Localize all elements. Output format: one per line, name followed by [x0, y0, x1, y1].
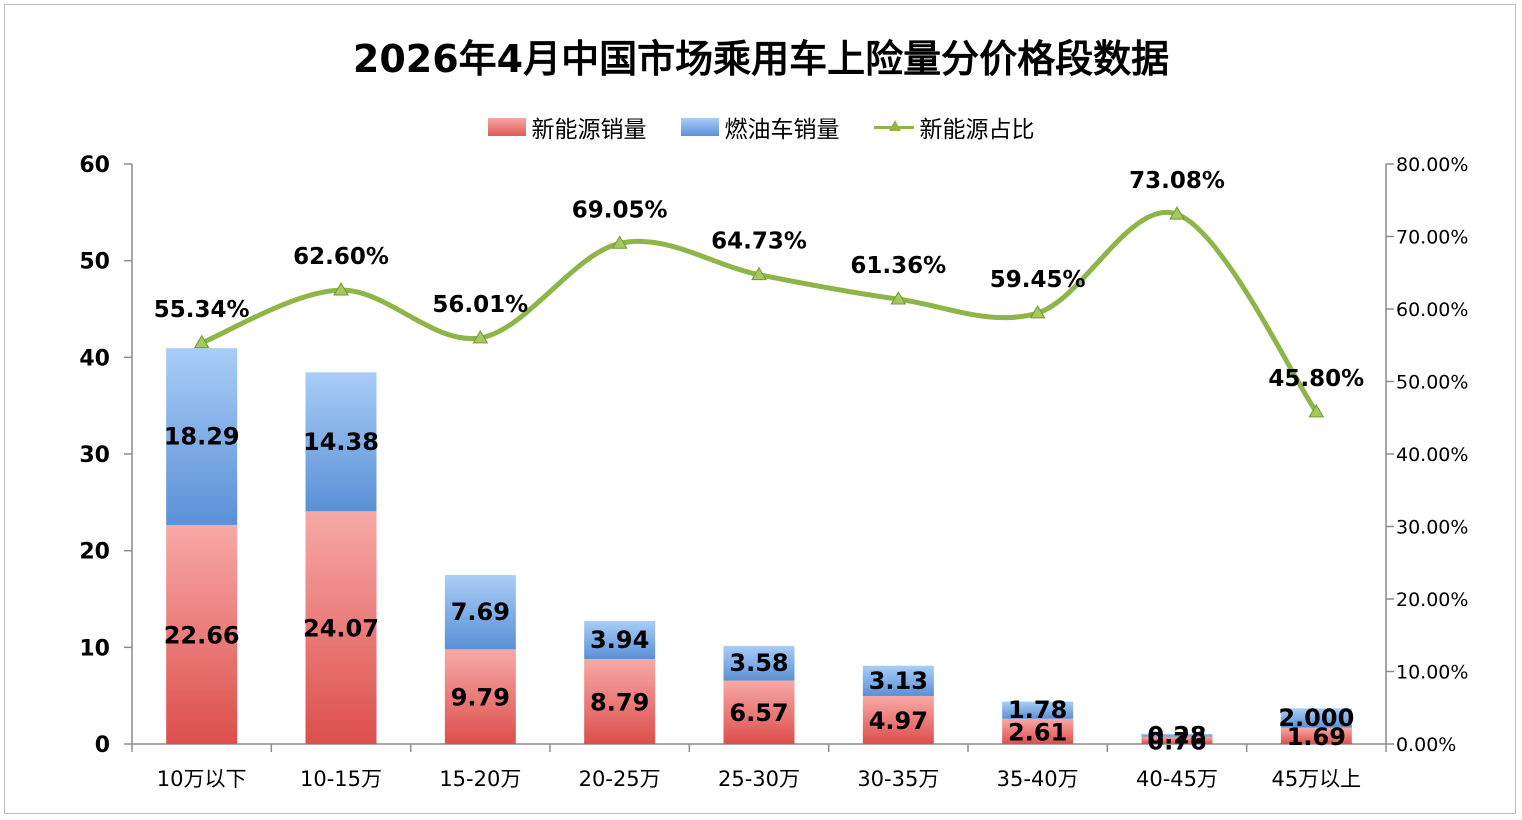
bar-label-ice: 7.69 — [451, 598, 510, 626]
share-marker — [193, 334, 210, 349]
bar-ice — [1002, 701, 1074, 719]
legend-swatch-ice — [680, 118, 719, 136]
bar-label-nev: 4.97 — [869, 707, 928, 735]
bar-label-nev: 2.61 — [1008, 718, 1067, 746]
share-label: 56.01% — [432, 292, 528, 318]
y-tick-label-right: 40.00% — [1396, 444, 1468, 466]
share-label: 61.36% — [850, 253, 946, 279]
share-marker — [1029, 305, 1046, 319]
share-label: 69.05% — [572, 197, 668, 223]
x-tick-label: 20-25万 — [579, 767, 661, 791]
bar-label-nev: 9.79 — [451, 684, 510, 712]
y-tick-label-right: 70.00% — [1396, 227, 1468, 249]
bar-label-ice: 3.58 — [729, 649, 788, 677]
bar-nev — [1141, 736, 1213, 744]
bar-ice — [584, 620, 656, 660]
bar-nev — [305, 511, 377, 744]
legend-swatch-share — [873, 118, 914, 136]
share-line — [200, 209, 1319, 414]
bar-ice — [862, 665, 934, 696]
y-tick-label-right: 80.00% — [1396, 154, 1468, 176]
bar-nev — [862, 695, 934, 744]
x-tick-label: 35-40万 — [997, 767, 1079, 791]
bar-nev — [166, 524, 238, 744]
legend-item-nev: 新能源销量 — [487, 110, 647, 144]
bar-label-nev: 22.66 — [164, 621, 240, 649]
y-tick-label-left: 10 — [79, 636, 110, 661]
share-marker — [333, 282, 349, 296]
bar-label-ice: 14.38 — [303, 428, 379, 456]
chart-title: 2026年4月中国市场乘用车上险量分价格段数据 — [352, 37, 1170, 81]
legend-label-share: 新能源占比 — [919, 117, 1035, 143]
legend-swatch-nev — [487, 118, 526, 136]
share-marker — [472, 329, 489, 344]
bar-nev — [444, 649, 516, 744]
x-tick-label: 15-20万 — [439, 767, 521, 791]
bar-label-nev: 0.76 — [1147, 727, 1206, 755]
bar-label-nev: 1.69 — [1287, 723, 1346, 751]
y-tick-label-right: 30.00% — [1396, 517, 1468, 539]
bar-label-ice: 3.94 — [590, 626, 649, 654]
legend-label-ice: 燃油车销量 — [724, 117, 840, 143]
legend-label-nev: 新能源销量 — [531, 117, 647, 143]
bar-label-nev: 6.57 — [729, 699, 788, 727]
bar-ice — [305, 372, 377, 512]
y-tick-label-right: 0.00% — [1396, 734, 1456, 756]
share-marker — [1169, 206, 1185, 220]
share-marker — [890, 291, 907, 305]
bar-label-nev: 8.79 — [590, 689, 649, 717]
bar-label-ice: 1.78 — [1008, 696, 1067, 724]
bar-nev — [1002, 718, 1074, 744]
bar-ice — [166, 348, 238, 525]
y-tick-label-right: 10.00% — [1396, 662, 1468, 684]
y-tick-label-left: 40 — [79, 346, 110, 371]
bar-nev — [723, 680, 795, 744]
share-label: 62.60% — [293, 244, 389, 270]
share-label: 45.80% — [1268, 366, 1364, 392]
bar-label-ice: 0.28 — [1147, 721, 1206, 749]
bar-label-ice: 18.29 — [164, 423, 240, 451]
x-tick-label: 10万以下 — [157, 767, 247, 791]
bar-ice — [723, 645, 795, 681]
share-label: 73.08% — [1129, 168, 1225, 194]
y-tick-label-right: 50.00% — [1396, 372, 1468, 394]
share-label: 64.73% — [711, 229, 807, 255]
bar-ice — [444, 575, 516, 650]
bar-label-ice: 2.000 — [1278, 704, 1354, 732]
bar-ice — [1141, 733, 1213, 737]
share-label: 55.34% — [154, 297, 250, 323]
legend-item-share: 新能源占比 — [873, 110, 1035, 144]
share-label: 59.45% — [990, 267, 1086, 293]
y-tick-label-left: 50 — [79, 250, 110, 275]
y-tick-label-left: 20 — [79, 540, 110, 565]
x-tick-label: 10-15万 — [300, 767, 382, 791]
bar-label-nev: 24.07 — [303, 615, 379, 643]
bar-nev — [1280, 727, 1352, 744]
y-tick-label-left: 0 — [95, 733, 110, 758]
y-tick-label-right: 60.00% — [1396, 299, 1468, 321]
share-marker — [1308, 403, 1325, 418]
y-tick-label-left: 30 — [79, 443, 110, 468]
share-marker — [611, 235, 628, 249]
bar-ice — [1280, 708, 1352, 728]
legend-item-ice: 燃油车销量 — [680, 110, 840, 144]
x-tick-label: 25-30万 — [718, 767, 800, 791]
bar-label-ice: 3.13 — [869, 667, 928, 695]
share-marker — [751, 266, 767, 281]
x-tick-label: 40-45万 — [1136, 767, 1218, 791]
y-tick-label-right: 20.00% — [1396, 589, 1468, 611]
y-tick-label-left: 60 — [79, 153, 110, 178]
bar-nev — [584, 659, 656, 744]
x-tick-label: 45万以上 — [1271, 767, 1361, 791]
x-tick-label: 30-35万 — [857, 767, 939, 791]
legend: 新能源销量 燃油车销量 新能源占比 — [0, 110, 1522, 144]
